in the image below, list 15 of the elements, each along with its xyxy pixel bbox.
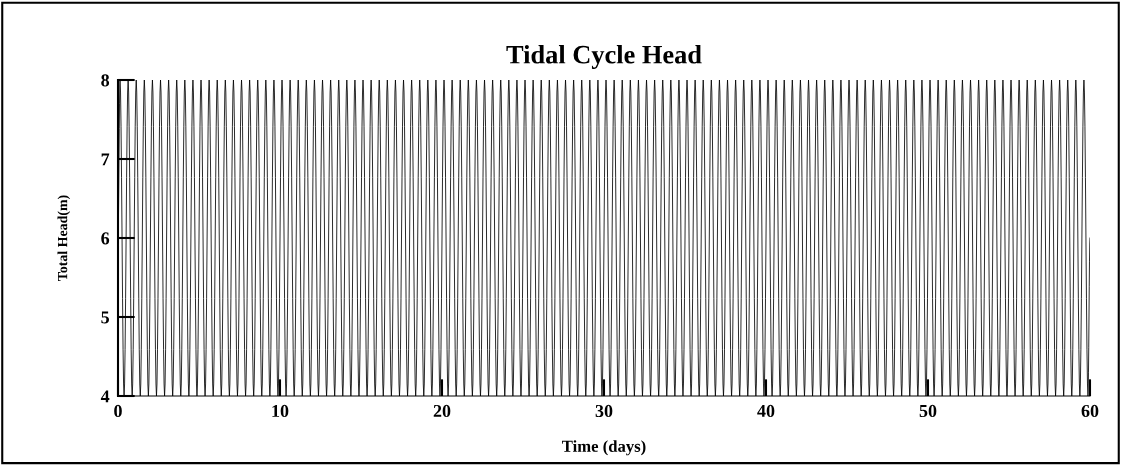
x-tick-label: 0 [114, 404, 122, 418]
y-tick-label: 5 [101, 311, 110, 324]
y-tick-label: 6 [101, 232, 110, 245]
y-tick-label: 8 [101, 74, 110, 87]
x-tick-label: 20 [433, 404, 451, 418]
y-axis-title: Total Head(m) [57, 195, 71, 281]
chart-title: Tidal Cycle Head [506, 45, 702, 70]
x-tick-label: 50 [919, 404, 937, 418]
x-tick-label: 40 [757, 404, 775, 418]
y-tick-label: 4 [100, 390, 110, 403]
x-tick-label: 30 [595, 404, 613, 418]
x-tick-label: 10 [272, 404, 289, 418]
x-tick-label: 60 [1081, 404, 1099, 418]
y-tick-label: 7 [101, 153, 110, 166]
x-axis-title: Time (days) [562, 440, 646, 456]
